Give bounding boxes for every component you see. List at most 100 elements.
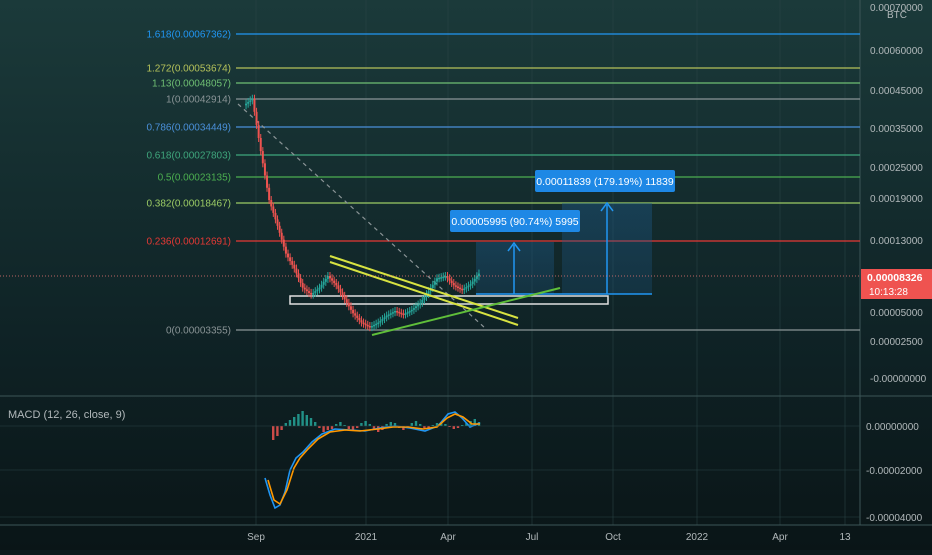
candle-body: [433, 281, 436, 285]
candle-body: [435, 278, 438, 282]
candle-body: [366, 324, 369, 327]
triangle-upper-line-a: [329, 255, 519, 319]
x-tick-label: Sep: [247, 532, 265, 543]
candle-body: [326, 276, 329, 279]
candle-body: [398, 311, 401, 314]
candle-body: [408, 310, 411, 313]
candle-body: [295, 268, 298, 274]
macd-bar: [309, 418, 313, 426]
candle-body: [307, 291, 310, 293]
y-tick-label: 0.00060000: [870, 46, 923, 57]
macd-bar: [280, 426, 283, 430]
fib-label: 0.618(0.00027803): [146, 151, 231, 162]
projection-arrowhead-2: [600, 201, 614, 212]
candle-body: [385, 315, 388, 318]
candle-body: [469, 284, 472, 286]
candle-body: [253, 98, 256, 112]
candle-body: [364, 323, 367, 326]
candle-body: [318, 287, 321, 290]
vertical-grid: [255, 0, 846, 525]
candle-body: [305, 289, 308, 292]
macd-bar: [297, 414, 300, 426]
current-price-countdown: 10:13:28: [869, 287, 908, 298]
y-tick-label: 0.00013000: [870, 236, 923, 247]
macd-bar: [330, 426, 334, 429]
candle-body: [268, 187, 271, 201]
candle-body: [471, 281, 474, 285]
macd-bar: [444, 424, 447, 426]
macd-bar: [272, 426, 275, 440]
candle-body: [251, 98, 254, 101]
candle-body: [360, 320, 363, 323]
fib-label: 0.382(0.00018467): [146, 199, 231, 210]
candle-body: [431, 284, 434, 288]
y-tick-label: 0.00035000: [870, 124, 923, 135]
macd-bar: [305, 415, 308, 426]
candle-body: [444, 276, 447, 278]
macd-bar: [276, 426, 279, 436]
macd-bar: [284, 423, 287, 426]
triangle-upper-line-b: [329, 261, 519, 326]
macd-bar: [356, 426, 359, 428]
fib-label: 0.236(0.00012691): [146, 237, 231, 248]
candle-body: [419, 302, 422, 305]
y-tick-label: 0.00005000: [870, 308, 923, 319]
candle-body: [270, 200, 273, 207]
candle-body: [373, 324, 376, 327]
candle-body: [280, 232, 283, 240]
candle-body: [438, 277, 441, 280]
candle-body: [333, 280, 336, 283]
y-tick-label: 0.00070000: [870, 3, 923, 14]
candle-body: [440, 277, 443, 279]
fib-levels: 1.618(0.00067362) 1.272(0.00053674) 1.13(0…: [146, 30, 860, 337]
candle-body: [272, 206, 275, 213]
candle-body: [303, 287, 306, 290]
candle-body: [247, 102, 250, 104]
candle-body: [287, 253, 290, 258]
macd-bar: [389, 422, 392, 426]
candle-body: [427, 291, 430, 295]
macd-bar: [419, 424, 422, 426]
fib-label: 1.618(0.00067362): [146, 30, 231, 41]
candle-body: [381, 319, 384, 321]
x-tick-label: Apr: [440, 532, 456, 543]
candle-body: [249, 100, 252, 103]
candle-body: [282, 239, 285, 247]
candle-body: [261, 151, 264, 164]
candle-body: [456, 286, 459, 288]
macd-bar: [410, 423, 413, 426]
candle-body: [293, 264, 296, 269]
candle-body: [284, 246, 287, 254]
candle-body: [263, 163, 266, 176]
candle-body: [322, 281, 325, 285]
projection-box-1: [476, 242, 554, 294]
x-tick-label: 2022: [686, 532, 709, 543]
y-tick-label: 0.00019000: [870, 194, 923, 205]
x-tick-label: Oct: [605, 532, 621, 543]
candle-body: [387, 314, 390, 316]
macd-bar: [435, 423, 439, 426]
annotation-box-1: [450, 210, 580, 232]
candle-body: [400, 312, 403, 315]
candle-body: [391, 312, 394, 314]
candle-body: [473, 278, 476, 282]
macd-bar: [335, 424, 338, 426]
candle-body: [375, 323, 378, 326]
macd-tick-label: -0.00002000: [866, 466, 923, 477]
candle-body: [345, 299, 348, 303]
candle-body: [349, 306, 352, 310]
candle-body: [404, 313, 407, 315]
triangle-lower-line: [371, 287, 561, 336]
candle-body: [459, 287, 462, 290]
candle-body: [259, 137, 262, 152]
fib-label: 0(0.00003355): [166, 326, 231, 337]
candle-body: [312, 292, 315, 295]
macd-bar: [360, 423, 363, 426]
candle-body: [310, 292, 313, 295]
candle-body: [289, 257, 292, 262]
macd-bar: [293, 417, 296, 426]
candle-body: [465, 287, 468, 289]
macd-tick-label: -0.00004000: [866, 513, 923, 524]
candle-body: [463, 288, 466, 291]
time-axis: Sep 2021 Apr Jul Oct 2022 Apr 13: [247, 532, 851, 543]
